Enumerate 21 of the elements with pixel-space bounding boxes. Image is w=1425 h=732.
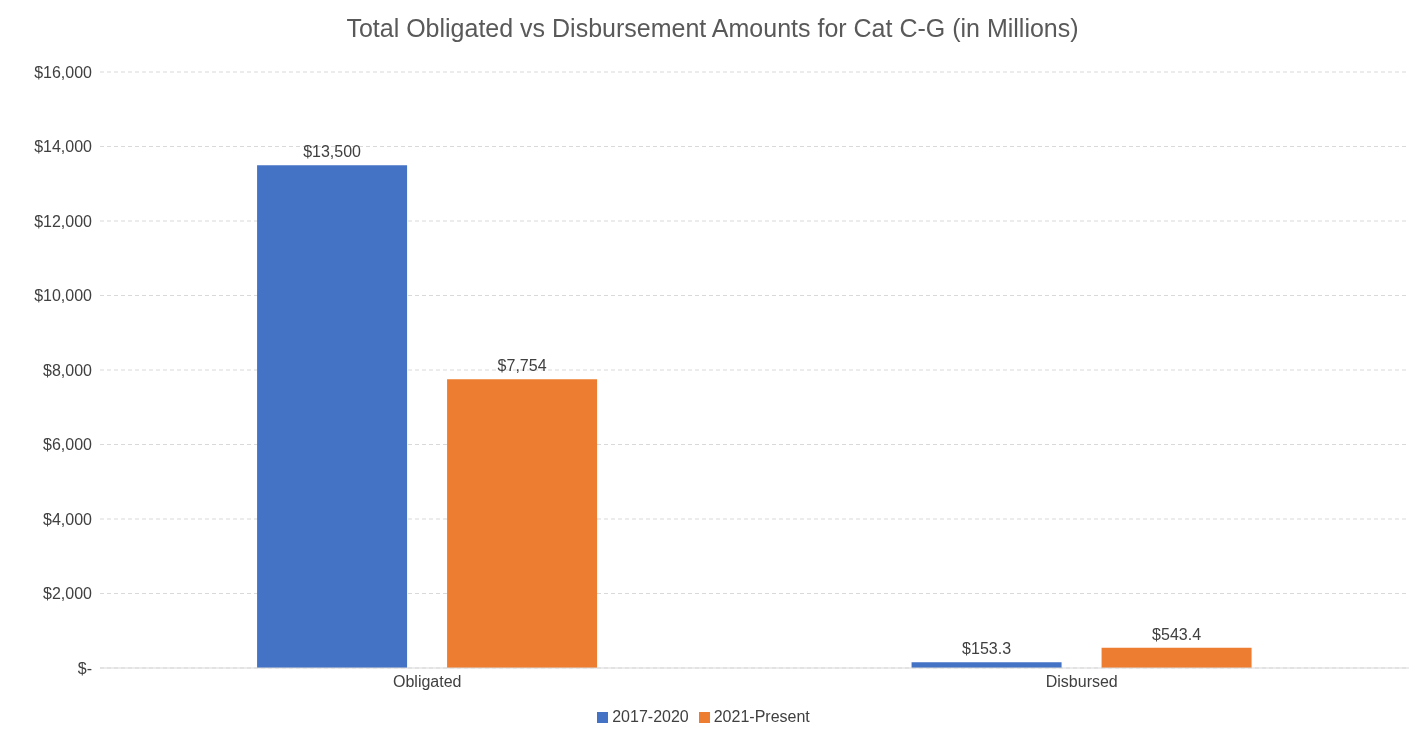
bar — [257, 165, 408, 668]
y-tick-label: $2,000 — [43, 585, 93, 603]
data-label: $153.3 — [962, 640, 1012, 658]
y-tick-label: $10,000 — [34, 287, 93, 305]
y-tick-label: $16,000 — [34, 63, 93, 81]
data-label: $543.4 — [1152, 625, 1202, 643]
y-tick-label: $- — [77, 659, 92, 677]
y-tick-label: $4,000 — [43, 510, 93, 528]
x-tick-label: Disbursed — [1045, 673, 1118, 691]
data-label: $7,754 — [497, 357, 547, 375]
x-tick-label: Obligated — [393, 673, 462, 691]
y-tick-label: $6,000 — [43, 436, 93, 454]
legend-label: 2017-2020 — [612, 708, 689, 725]
bar — [447, 379, 598, 668]
legend-label: 2021-Present — [713, 708, 810, 725]
y-tick-label: $8,000 — [43, 361, 93, 379]
bar — [1101, 647, 1252, 668]
y-tick-label: $14,000 — [34, 138, 93, 156]
y-tick-label: $12,000 — [34, 212, 93, 230]
data-label: $13,500 — [303, 143, 362, 161]
chart-title: Total Obligated vs Disbursement Amounts for Cat C-G (in Millions) — [345, 13, 1080, 44]
